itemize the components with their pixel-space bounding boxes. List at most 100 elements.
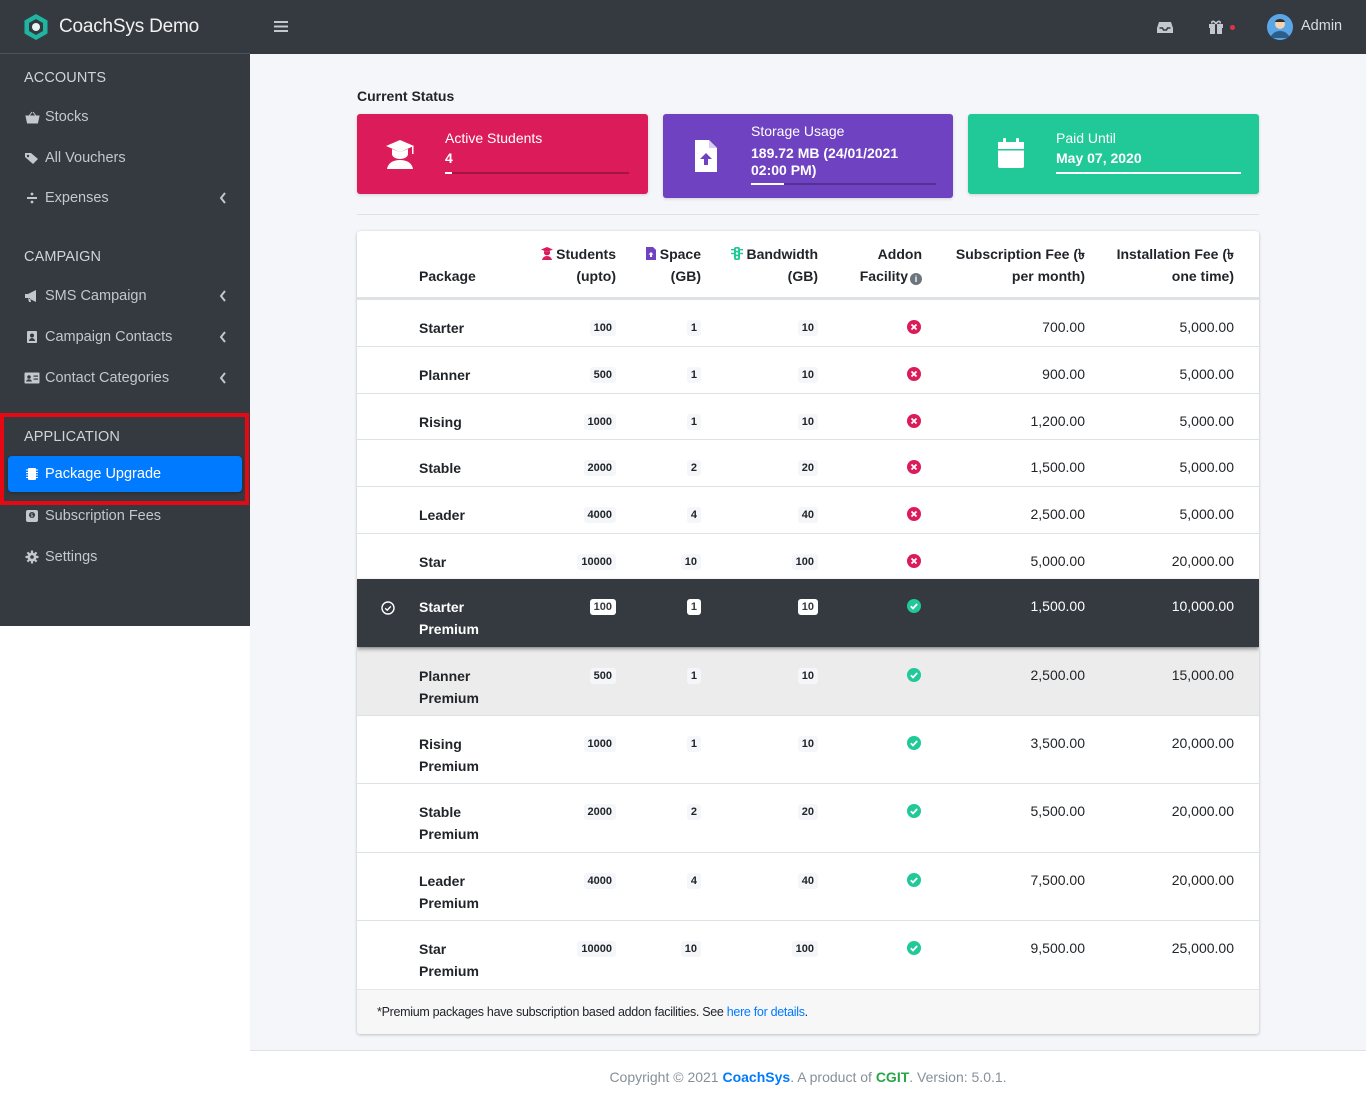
installation-fee: 20,000.00: [1171, 553, 1234, 569]
table-row[interactable]: Leader Premium 4000 4 40 7,500.00 20,000.00: [357, 852, 1259, 920]
chevron-left-icon: [219, 372, 226, 384]
chevron-left-icon: [219, 331, 226, 343]
sidebar: CoachSys Demo ACCOUNTS Stocks All Vouche…: [0, 0, 250, 626]
package-name: Rising: [419, 736, 462, 752]
sidebar-item-settings[interactable]: Settings: [8, 539, 242, 575]
divide-icon: [24, 190, 40, 206]
installation-fee: 5,000.00: [1179, 413, 1235, 429]
money-icon: $: [24, 508, 40, 524]
selected-check-icon: [381, 601, 395, 615]
students-badge: 1000: [583, 414, 616, 430]
installation-fee: 20,000.00: [1171, 803, 1234, 819]
bandwidth-badge: 10: [797, 320, 818, 336]
table-row[interactable]: Rising 1000 1 10 1,200.00 5,000.00: [357, 393, 1259, 439]
package-name-suffix: Premium: [419, 621, 479, 637]
table-row[interactable]: Starter Premium 100 1 10 1,500.00 10,000.00: [357, 579, 1259, 647]
installation-fee: 5,000.00: [1179, 319, 1235, 335]
user-graduate-icon: [386, 140, 414, 169]
table-row[interactable]: Stable 2000 2 20 1,500.00 5,000.00: [357, 439, 1259, 486]
students-badge: 10000: [577, 554, 616, 570]
calendar-icon: [998, 138, 1024, 168]
package-name-suffix: Premium: [419, 690, 479, 706]
inbox-icon[interactable]: [1156, 19, 1174, 35]
bandwidth-badge: 40: [797, 873, 818, 889]
space-badge: 1: [686, 599, 701, 615]
menu-toggle-icon[interactable]: [274, 20, 288, 33]
sidebar-item-campaign-contacts[interactable]: Campaign Contacts: [8, 319, 242, 355]
subscription-fee: 2,500.00: [1030, 667, 1086, 683]
sidebar-item-sms-campaign[interactable]: SMS Campaign: [8, 278, 242, 314]
students-badge: 4000: [583, 507, 616, 523]
students-badge: 10000: [577, 941, 616, 957]
bandwidth-badge: 20: [797, 804, 818, 820]
package-name: Starter: [419, 320, 465, 336]
subscription-fee: 1,200.00: [1030, 413, 1086, 429]
bandwidth-badge: 100: [791, 941, 818, 957]
table-row[interactable]: Rising Premium 1000 1 10 3,500.00 20,000.00: [357, 715, 1259, 783]
installation-fee: 5,000.00: [1179, 366, 1235, 382]
nav-header-application: APPLICATION: [24, 429, 120, 445]
subscription-fee: 3,500.00: [1030, 735, 1086, 751]
installation-fee: 20,000.00: [1171, 735, 1234, 751]
sidebar-item-all-vouchers[interactable]: All Vouchers: [8, 140, 242, 176]
chevron-left-icon: [219, 192, 226, 204]
table-row[interactable]: Starter 100 1 10 700.00 5,000.00: [357, 299, 1259, 346]
info-icon[interactable]: i: [910, 273, 922, 285]
sidebar-item-stocks[interactable]: Stocks: [8, 99, 242, 135]
students-badge: 4000: [583, 873, 616, 889]
col-addon-facility: Addon Facility i: [859, 246, 922, 285]
gift-icon[interactable]: [1207, 19, 1225, 35]
highlight-box: [0, 413, 249, 505]
table-row[interactable]: Leader 4000 4 40 2,500.00 5,000.00: [357, 486, 1259, 533]
times-circle-icon: [907, 414, 921, 428]
nav-header-accounts: ACCOUNTS: [24, 70, 107, 86]
notification-dot: [1230, 25, 1235, 30]
brand-link[interactable]: CoachSys Demo: [0, 0, 250, 54]
space-badge: 10: [680, 941, 701, 957]
sidebar-item-label: SMS Campaign: [45, 288, 147, 304]
col-installation-fee: Installation Fee (৳ one time): [1116, 246, 1234, 284]
subscription-fee: 7,500.00: [1030, 872, 1086, 888]
package-name-suffix: Premium: [419, 895, 479, 911]
table-row[interactable]: Star Premium 10000 10 100 9,500.00 25,000.00: [357, 920, 1259, 989]
details-link[interactable]: here for details: [726, 1005, 805, 1019]
user-name[interactable]: Admin: [1301, 18, 1343, 34]
progress-bar: [751, 183, 936, 185]
id-card-icon: [24, 370, 40, 386]
user-graduate-icon: [541, 247, 554, 260]
students-badge: 1000: [583, 736, 616, 752]
package-name: Stable: [419, 460, 462, 476]
space-badge: 2: [686, 460, 701, 476]
footer-company-link[interactable]: CGIT: [875, 1069, 910, 1085]
bandwidth-badge: 10: [797, 668, 818, 684]
footer-brand-link[interactable]: CoachSys: [722, 1069, 791, 1085]
installation-fee: 15,000.00: [1171, 667, 1234, 683]
svg-text:$: $: [30, 513, 33, 519]
sidebar-item-expenses[interactable]: Expenses: [8, 180, 242, 216]
sidebar-item-label: Expenses: [45, 190, 109, 206]
subscription-fee: 5,000.00: [1030, 553, 1086, 569]
table-row[interactable]: Planner 500 1 10 900.00 5,000.00: [357, 346, 1259, 393]
space-badge: 1: [686, 736, 701, 752]
sidebar-item-subscription-fees[interactable]: $ Subscription Fees: [8, 498, 242, 534]
sidebar-item-contact-categories[interactable]: Contact Categories: [8, 360, 242, 396]
table-row[interactable]: Star 10000 10 100 5,000.00 20,000.00: [357, 533, 1259, 579]
info-box-label: Paid Until: [1056, 130, 1116, 146]
sidebar-item-label: Settings: [45, 549, 98, 565]
info-box-active-students: Active Students 4: [357, 114, 648, 194]
nav-header-campaign: CAMPAIGN: [24, 249, 102, 265]
table-row[interactable]: Stable Premium 2000 2 20 5,500.00 20,000.00: [357, 783, 1259, 852]
check-circle-icon: [907, 873, 921, 887]
traffic-light-icon: [731, 247, 744, 260]
top-navbar: Admin: [250, 0, 1366, 54]
space-badge: 1: [686, 668, 701, 684]
installation-fee: 10,000.00: [1171, 598, 1234, 614]
microchip-icon: [24, 466, 40, 482]
col-package: Package: [419, 268, 476, 284]
times-circle-icon: [907, 507, 921, 521]
table-row[interactable]: Planner Premium 500 1 10 2,500.00 15,000.00: [357, 647, 1259, 715]
bandwidth-badge: 20: [797, 460, 818, 476]
sidebar-item-package-upgrade[interactable]: Package Upgrade: [8, 456, 242, 492]
package-name: Planner: [419, 668, 471, 684]
avatar[interactable]: [1267, 14, 1293, 40]
